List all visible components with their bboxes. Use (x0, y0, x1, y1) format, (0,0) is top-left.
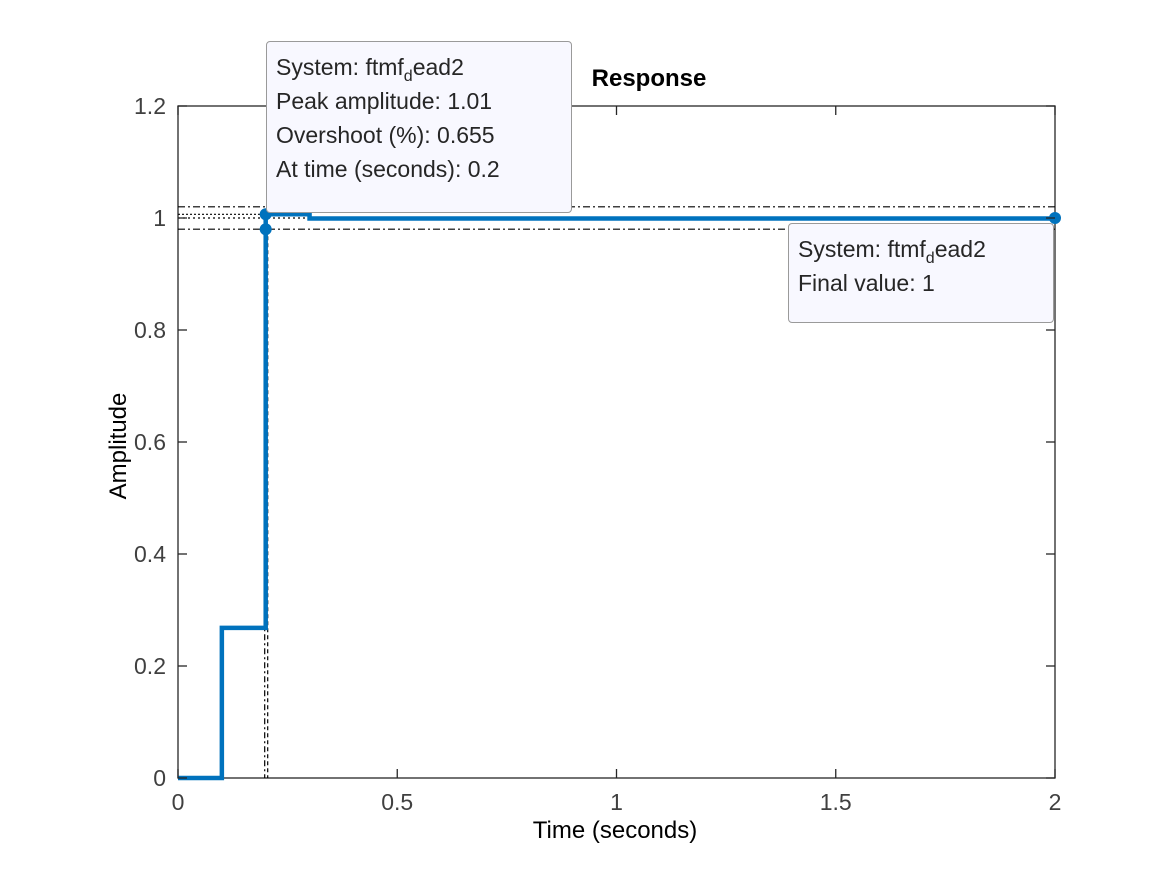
x-tick-label: 2 (1049, 789, 1062, 815)
final-value-datatip[interactable]: System: ftmfdead2 Final value: 1 (788, 223, 1054, 323)
peak-time-text: At time (seconds): 0.2 (276, 156, 500, 182)
peak-datatip-system: System: ftmfdead2 (276, 54, 464, 85)
y-tick-label: 0 (153, 765, 166, 791)
y-tick-label: 0.4 (134, 541, 166, 567)
x-tick-label: 0 (172, 789, 185, 815)
x-tick-label: 1.5 (820, 789, 852, 815)
x-tick-label: 1 (610, 789, 623, 815)
chart-title: Response (592, 65, 707, 92)
y-tick-label: 0.6 (134, 429, 166, 455)
y-tick-label: 1.2 (134, 93, 166, 119)
x-tick-label: 0.5 (381, 789, 413, 815)
y-axis-label: Amplitude (105, 393, 132, 500)
peak-datatip[interactable]: System: ftmfdead2 Peak amplitude: 1.01 O… (266, 41, 572, 213)
final-value-text: Final value: 1 (798, 270, 935, 296)
peak-amplitude-text: Peak amplitude: 1.01 (276, 88, 493, 114)
x-axis-label: Time (seconds) (533, 817, 697, 844)
datatip-marker (259, 223, 272, 236)
y-tick-label: 0.2 (134, 653, 166, 679)
y-tick-label: 0.8 (134, 317, 166, 343)
overshoot-text: Overshoot (%): 0.655 (276, 122, 495, 148)
tick-layer: 0 0.5 1 1.5 2 0 0.2 0.4 0.6 0.8 1 1.2 (134, 93, 1061, 815)
y-tick-label: 1 (153, 205, 166, 231)
final-datatip-system: System: ftmfdead2 (798, 236, 986, 267)
